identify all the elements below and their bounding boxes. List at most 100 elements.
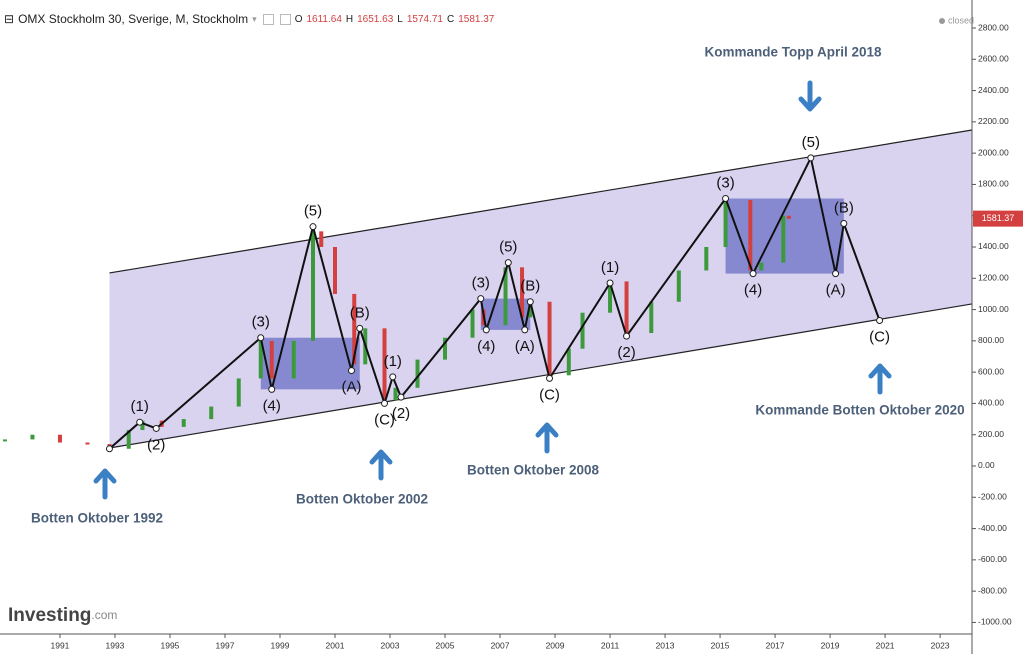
candle xyxy=(470,309,475,338)
collapse-icon[interactable]: ⊟ xyxy=(4,12,15,26)
last-price-label: 1581.37 xyxy=(982,213,1015,223)
candle xyxy=(503,267,508,326)
y-tick-label: 1000.00 xyxy=(978,304,1009,314)
candle xyxy=(580,312,585,349)
wave-point xyxy=(722,195,730,203)
candle xyxy=(723,200,728,247)
y-tick-label: 1200.00 xyxy=(978,273,1009,283)
x-tick-label: 1993 xyxy=(106,640,125,650)
wave-point xyxy=(152,424,160,432)
candle xyxy=(415,359,420,388)
candle xyxy=(781,215,786,263)
wave-label: (C) xyxy=(539,386,560,403)
icon[interactable] xyxy=(279,13,291,25)
candle xyxy=(258,340,263,379)
candle xyxy=(443,337,448,360)
arrow xyxy=(535,422,559,454)
wave-label: (4) xyxy=(477,338,495,355)
ohlc-value: 1651.63 xyxy=(357,13,394,25)
ohlc-key: O xyxy=(294,13,303,25)
candle xyxy=(319,231,324,247)
wave-label: (4) xyxy=(263,397,281,414)
y-tick-label: 2400.00 xyxy=(978,85,1009,95)
candle xyxy=(382,328,387,401)
y-tick-label: -600.00 xyxy=(978,554,1007,564)
x-tick-label: 2005 xyxy=(436,640,455,650)
candle xyxy=(520,267,525,318)
y-tick-label: 2000.00 xyxy=(978,147,1009,157)
candle xyxy=(140,420,145,431)
y-tick-label: 400.00 xyxy=(978,398,1004,408)
candle xyxy=(57,434,62,443)
y-axis-panel xyxy=(972,0,1023,654)
channel-line xyxy=(109,303,973,449)
ohlc-key: H xyxy=(345,13,354,25)
header: ⊟ OMX Stockholm 30, Sverige, M, Stockhol… xyxy=(4,12,494,26)
wave-label: (5) xyxy=(304,203,322,220)
y-tick-label: 600.00 xyxy=(978,366,1004,376)
candle xyxy=(30,434,35,440)
wave-label: (B) xyxy=(834,200,854,217)
logo: Investing.com xyxy=(8,605,117,626)
x-tick-label: 2017 xyxy=(766,640,785,650)
y-tick-label: -1000.00 xyxy=(978,617,1012,627)
wave-point xyxy=(356,324,364,332)
x-tick-label: 2023 xyxy=(931,640,950,650)
wave-point xyxy=(623,332,631,340)
wave-label: (1) xyxy=(384,353,402,370)
arrow xyxy=(93,468,117,500)
wave-point xyxy=(504,259,512,267)
candle xyxy=(759,262,764,271)
status: closed xyxy=(948,15,974,25)
channel-line xyxy=(109,129,973,274)
y-tick-label: -400.00 xyxy=(978,523,1007,533)
logo-main: Investing xyxy=(8,605,91,626)
wave-point xyxy=(397,393,405,401)
y-tick-label: -200.00 xyxy=(978,492,1007,502)
candle xyxy=(126,430,131,449)
candle xyxy=(748,200,753,271)
wave-point xyxy=(526,298,534,306)
x-tick-label: 1997 xyxy=(216,640,235,650)
candle xyxy=(547,301,552,376)
annotation: Kommande Botten Oktober 2020 xyxy=(755,403,964,418)
ohlc-key: L xyxy=(397,13,403,25)
annotation: Botten Oktober 2002 xyxy=(296,492,428,507)
wave-label: (2) xyxy=(392,405,410,422)
candle xyxy=(624,281,629,334)
candle xyxy=(85,442,90,445)
y-tick-label: 2200.00 xyxy=(978,116,1009,126)
candle xyxy=(291,340,296,379)
wave-point xyxy=(749,270,757,278)
candle xyxy=(393,387,398,401)
wave-point xyxy=(482,326,490,334)
wave-point xyxy=(257,334,265,342)
wave-point xyxy=(136,418,144,426)
x-tick-label: 1991 xyxy=(50,640,69,650)
symbol: OMX Stockholm 30, Sverige, M, Stockholm xyxy=(18,12,249,26)
y-tick-label: 1800.00 xyxy=(978,179,1009,189)
dropdown[interactable]: ▾ xyxy=(252,13,257,24)
icon[interactable] xyxy=(262,13,274,25)
wave-box xyxy=(260,337,360,390)
y-tick-label: 1400.00 xyxy=(978,241,1009,251)
x-tick-label: 2019 xyxy=(821,640,840,650)
arrow xyxy=(868,363,892,395)
candle xyxy=(608,281,613,313)
candle xyxy=(566,348,571,376)
wave-point xyxy=(268,385,276,393)
wave-label: (A) xyxy=(826,282,846,299)
y-tick-label: 0.00 xyxy=(978,460,995,470)
y-tick-label: 2600.00 xyxy=(978,54,1009,64)
wave-point xyxy=(105,445,113,453)
ohlc-value: 1574.71 xyxy=(406,13,443,25)
x-tick-label: 2013 xyxy=(656,640,675,650)
wave-point xyxy=(832,270,840,278)
candle xyxy=(352,293,357,365)
candle xyxy=(310,231,315,341)
x-tick-label: 2001 xyxy=(326,640,345,650)
x-tick-label: 1999 xyxy=(271,640,290,650)
annotation: Kommande Topp April 2018 xyxy=(704,45,882,60)
